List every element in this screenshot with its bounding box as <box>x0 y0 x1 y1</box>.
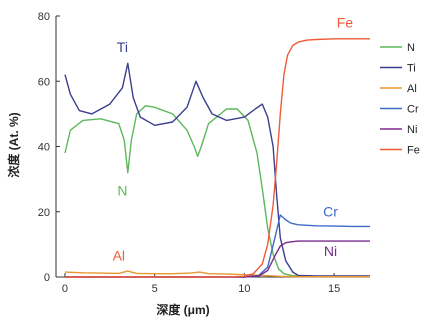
annotation-layer: Fe Ti N Cr Ni Al <box>113 14 354 263</box>
annotation-al: Al <box>113 248 125 264</box>
series-line-fe <box>65 38 370 278</box>
y-tick-label: 20 <box>38 207 50 219</box>
series-line-al <box>64 270 370 278</box>
annotation-n: N <box>117 182 127 198</box>
y-axis-label: 浓度 (At. %) <box>6 112 21 177</box>
legend-label-al: Al <box>407 83 417 95</box>
annotation-ti: Ti <box>117 39 128 55</box>
series-line-ni <box>65 240 370 278</box>
y-tick-label: 40 <box>38 142 50 154</box>
annotation-ni: Ni <box>324 243 337 259</box>
y-tick-label: 0 <box>44 272 50 284</box>
legend-label-ni: Ni <box>407 124 417 136</box>
series-line-ti <box>64 62 370 277</box>
plot-frame <box>55 16 370 278</box>
legend-label-ti: Ti <box>407 63 416 75</box>
series-line-n <box>64 105 370 277</box>
x-tick-label: 15 <box>328 283 340 295</box>
x-axis-label: 深度 (μm) <box>156 302 209 317</box>
x-tick-label: 0 <box>62 283 68 295</box>
legend: N Ti Al Cr Ni Fe <box>380 42 420 157</box>
y-axis-ticks: 0 20 40 60 80 <box>38 11 60 284</box>
legend-label-fe: Fe <box>407 145 420 157</box>
y-tick-label: 80 <box>38 11 50 23</box>
legend-label-n: N <box>407 42 415 54</box>
annotation-cr: Cr <box>323 204 338 220</box>
legend-label-cr: Cr <box>407 104 419 116</box>
series-layer <box>64 38 370 278</box>
annotation-fe: Fe <box>337 14 354 30</box>
x-tick-label: 10 <box>238 283 250 295</box>
x-tick-label: 5 <box>152 283 158 295</box>
y-tick-label: 60 <box>38 76 50 88</box>
